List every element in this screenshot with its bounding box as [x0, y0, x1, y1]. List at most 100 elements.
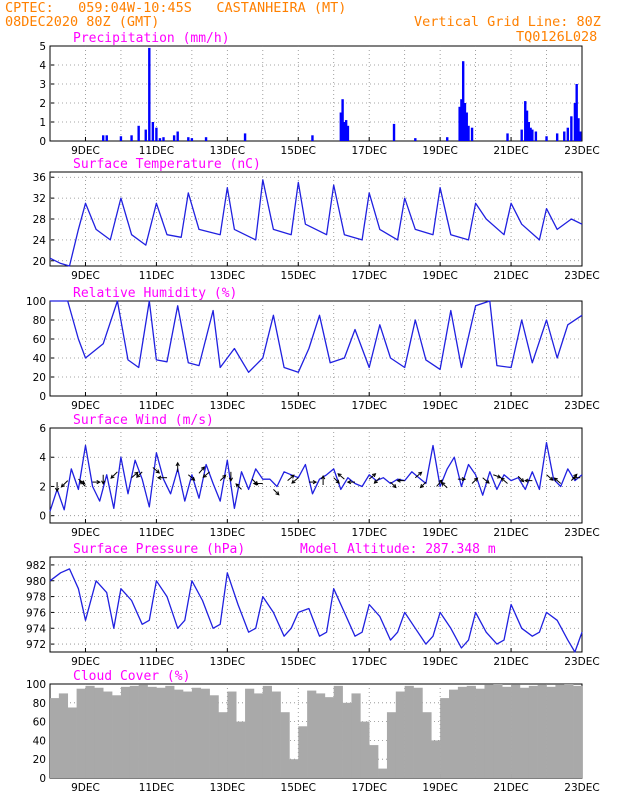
- x-tick-label: 21DEC: [493, 656, 528, 668]
- cloud-bar: [493, 684, 503, 778]
- precip-bar: [563, 131, 566, 141]
- wind-vector-head: [320, 474, 326, 480]
- wind-vector-head: [553, 477, 558, 482]
- y-tick-label: 20: [33, 372, 46, 384]
- wind-vector: [493, 474, 501, 478]
- panel-frame: [49, 300, 583, 397]
- y-tick-label: 6: [39, 423, 46, 435]
- wind-vector: [152, 467, 160, 474]
- wind-vector: [420, 481, 427, 488]
- cloud-bar: [191, 687, 202, 778]
- cloud-bar: [342, 702, 352, 778]
- y-tick-label: 976: [26, 607, 46, 619]
- wind-vector-head: [520, 478, 525, 483]
- cloud-bar: [351, 693, 361, 778]
- precip-bar: [458, 106, 461, 141]
- wind-vector-head: [392, 483, 397, 489]
- y-tick-label: 3: [39, 79, 46, 91]
- wind-vector: [61, 480, 69, 488]
- panel-title: Precipitation (mm/h): [73, 31, 230, 46]
- wind-vector-head: [96, 479, 101, 485]
- panel-frame: [49, 45, 583, 142]
- panel-frame: [49, 556, 583, 653]
- wind-vector-head: [54, 487, 60, 493]
- x-tick-label: 21DEC: [493, 270, 528, 282]
- panel-frame: [49, 427, 583, 524]
- x-tick-label: 9DEC: [71, 270, 100, 282]
- cloud-bar: [316, 693, 326, 778]
- precip-bar: [392, 123, 396, 141]
- wind-vector: [187, 474, 195, 481]
- precip-bar: [524, 101, 527, 141]
- wind-vector: [517, 475, 524, 482]
- wind-vector-head: [335, 479, 340, 484]
- precip-bar: [204, 137, 208, 141]
- cloud-bar: [369, 745, 379, 778]
- cloud-bar: [120, 686, 131, 778]
- wind-vector-head: [549, 476, 554, 481]
- wind-vector: [136, 471, 143, 478]
- header-line1-left: CPTEC: 059:04W-10:45S CASTANHEIRA (MT): [5, 0, 347, 16]
- precip-bar: [344, 120, 348, 141]
- cloud-bar: [289, 759, 299, 778]
- y-tick-label: 2: [39, 481, 46, 493]
- precip-bar: [130, 135, 133, 141]
- wind-vector-head: [312, 479, 318, 485]
- wind-vector: [273, 489, 280, 496]
- wind-vector-head: [156, 475, 162, 480]
- y-tick-label: 974: [26, 623, 46, 635]
- wind-vector: [482, 477, 490, 484]
- precip-bar: [573, 103, 577, 141]
- x-tick-label: 9DEC: [71, 656, 100, 668]
- y-tick-label: 972: [26, 639, 46, 651]
- x-tick-label: 23DEC: [564, 656, 599, 668]
- cloud-bar: [298, 726, 308, 778]
- wind-vector: [414, 471, 422, 479]
- x-tick-label: 11DEC: [139, 782, 174, 794]
- panel-title: Cloud Cover (%): [73, 669, 190, 684]
- y-tick-label: 80: [33, 698, 46, 710]
- wind-vector: [436, 479, 443, 487]
- x-tick-label: 13DEC: [210, 527, 245, 539]
- x-tick-label: 17DEC: [351, 270, 386, 282]
- precip-bar: [460, 99, 463, 141]
- cloud-bar: [413, 687, 423, 778]
- cloud-bar: [457, 686, 468, 778]
- x-tick-label: 23DEC: [564, 782, 599, 794]
- precip-bar: [339, 112, 343, 141]
- wind-vector-head: [235, 483, 240, 488]
- wind-vector-head: [110, 474, 115, 479]
- precip-bar: [102, 135, 105, 141]
- cloud-bar: [466, 685, 476, 778]
- x-tick-label: 17DEC: [351, 782, 386, 794]
- cloud-bar: [360, 721, 370, 778]
- x-tick-label: 9DEC: [71, 527, 100, 539]
- wind-vector-head: [275, 491, 280, 496]
- wind-vector-head: [418, 471, 423, 476]
- precip-bar: [158, 138, 162, 141]
- wind-vector-head: [191, 476, 196, 481]
- wind-vector: [198, 466, 205, 474]
- wind-vector: [219, 474, 226, 481]
- cloud-bar: [147, 686, 157, 778]
- precip-bar: [341, 99, 344, 141]
- x-tick-label: 13DEC: [210, 782, 245, 794]
- precip-bar: [144, 129, 147, 141]
- cloud-bar: [395, 691, 405, 778]
- wind-vector-head: [473, 477, 479, 482]
- wind-vector-head: [200, 466, 206, 471]
- x-tick-label: 21DEC: [493, 400, 528, 412]
- precip-bar: [579, 131, 582, 141]
- x-tick-label: 13DEC: [210, 145, 245, 157]
- panel-title: Surface Temperature (nC): [73, 157, 261, 172]
- wind-vector: [131, 471, 139, 479]
- wind-vector-head: [155, 469, 161, 474]
- wind-vector: [333, 477, 340, 484]
- x-tick-label: 17DEC: [351, 656, 386, 668]
- cloud-bar: [378, 768, 388, 778]
- wind-vector: [235, 483, 242, 490]
- y-tick-label: 980: [26, 576, 46, 588]
- cloud-bar: [324, 697, 335, 778]
- x-tick-label: 17DEC: [351, 400, 386, 412]
